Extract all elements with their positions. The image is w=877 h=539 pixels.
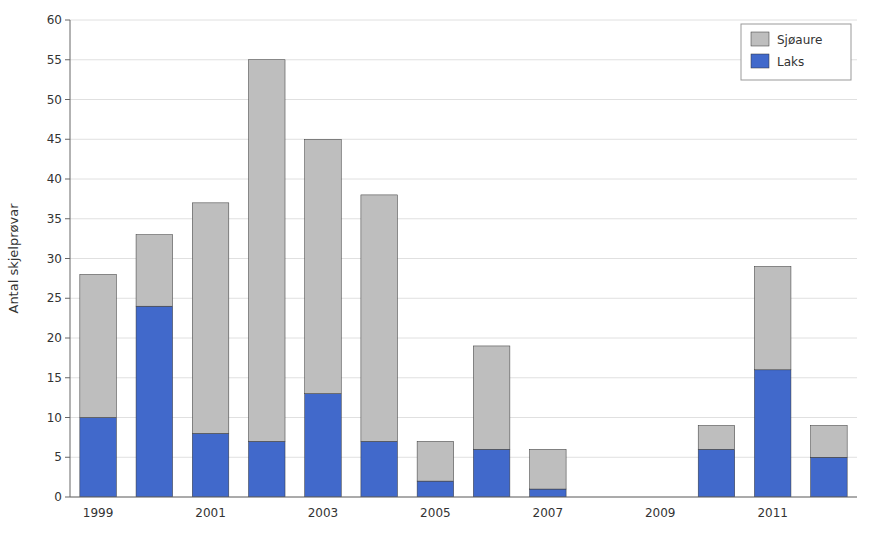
x-tick-label: 2005 (420, 506, 451, 520)
y-tick-label: 60 (47, 13, 62, 27)
y-tick (65, 218, 70, 219)
bar-segment (192, 433, 229, 497)
bar-segment (754, 266, 791, 369)
bar-segment (417, 441, 454, 481)
bar-segment (698, 425, 735, 449)
y-tick (65, 457, 70, 458)
y-tick-label: 50 (47, 93, 62, 107)
grid-line (70, 338, 857, 339)
bar-segment (473, 449, 510, 497)
grid-line (70, 377, 857, 378)
y-tick-label: 5 (54, 450, 62, 464)
y-tick (65, 179, 70, 180)
y-tick-label: 15 (47, 371, 62, 385)
x-axis (70, 497, 857, 498)
bar-segment (305, 394, 342, 497)
y-tick (65, 20, 70, 21)
y-tick-label: 45 (47, 132, 62, 146)
bar-segment (530, 489, 567, 497)
x-tick-label: 2007 (533, 506, 564, 520)
grid-line (70, 218, 857, 219)
y-tick-label: 40 (47, 172, 62, 186)
y-tick (65, 139, 70, 140)
bar-segment (136, 306, 173, 497)
legend-swatch (751, 32, 769, 46)
bar-segment (417, 481, 454, 497)
bar-segment (811, 457, 848, 497)
y-tick (65, 377, 70, 378)
legend-swatch (751, 54, 769, 68)
grid-line (70, 258, 857, 259)
y-tick (65, 258, 70, 259)
grid-line (70, 298, 857, 299)
grid-line (70, 99, 857, 100)
legend-label: Laks (777, 55, 804, 69)
bar-segment (698, 449, 735, 497)
bars (80, 60, 847, 497)
x-tick-label: 2009 (645, 506, 676, 520)
grid-line (70, 59, 857, 60)
bar-segment (530, 449, 567, 489)
bar-segment (80, 274, 117, 417)
x-tick-label: 2003 (308, 506, 339, 520)
bar-segment (754, 370, 791, 497)
bar-segment (192, 203, 229, 434)
bar-segment (136, 235, 173, 307)
y-tick (65, 59, 70, 60)
y-tick-label: 0 (54, 490, 62, 504)
y-tick-label: 35 (47, 212, 62, 226)
y-axis (70, 20, 71, 497)
bar-segment (305, 139, 342, 393)
grid-line (70, 417, 857, 418)
chart: 0 5 10 15 20 25 30 35 40 45 50 55 60 1999 2001 2003 2005… (0, 0, 877, 539)
x-tick-label: 1999 (83, 506, 114, 520)
grid-line (70, 139, 857, 140)
bar-segment (473, 346, 510, 449)
y-tick (65, 99, 70, 100)
y-tick-label: 25 (47, 291, 62, 305)
grid-line (70, 457, 857, 458)
y-tick (65, 497, 70, 498)
legend-box (741, 24, 851, 80)
y-tick-label: 55 (47, 53, 62, 67)
legend: Sjøaure Laks (741, 24, 851, 80)
y-tick (65, 417, 70, 418)
bar-segment (361, 195, 398, 441)
y-tick (65, 338, 70, 339)
bar-segment (248, 60, 285, 442)
grid-line (70, 497, 857, 498)
y-tick (65, 298, 70, 299)
bar-segment (361, 441, 398, 497)
bar-segment (811, 425, 848, 457)
x-tick-label: 2011 (757, 506, 788, 520)
legend-label: Sjøaure (777, 33, 822, 47)
y-tick-label: 30 (47, 252, 62, 266)
grid-line (70, 179, 857, 180)
bar-segment (248, 441, 285, 497)
y-tick-label: 20 (47, 331, 62, 345)
y-axis-label: Antal skjelprøvar (6, 203, 21, 314)
x-tick-label: 2001 (195, 506, 226, 520)
bar-segment (80, 418, 117, 498)
y-tick-label: 10 (47, 411, 62, 425)
grid-line (70, 20, 857, 21)
